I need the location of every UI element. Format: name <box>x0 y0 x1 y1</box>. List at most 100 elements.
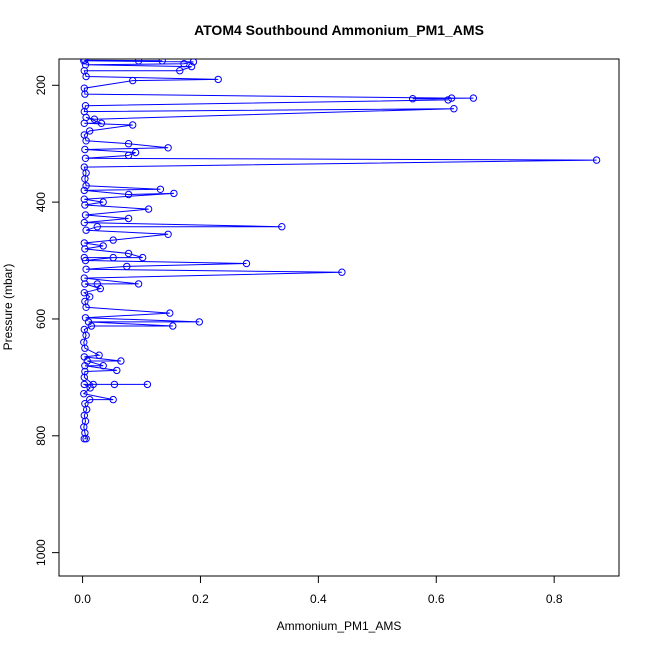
data-point <box>80 59 88 65</box>
data-point <box>124 190 133 199</box>
data-point <box>80 131 89 139</box>
data-point <box>110 380 119 389</box>
data-point <box>164 144 172 152</box>
data-point <box>81 59 89 64</box>
data-point <box>80 380 89 389</box>
data-point <box>81 145 89 154</box>
data-point <box>242 259 251 268</box>
data-point <box>80 353 89 361</box>
y-axis: 200 400 600 800 1000 <box>34 75 59 566</box>
data-point <box>134 280 143 288</box>
data-point <box>170 189 178 198</box>
y-tick-label: 200 <box>34 75 48 95</box>
data-point <box>189 59 198 66</box>
data-point <box>80 218 89 227</box>
data-point <box>80 239 89 247</box>
data-point <box>444 96 452 104</box>
data-point <box>187 62 196 71</box>
data-point <box>129 121 137 129</box>
data-point <box>81 61 90 69</box>
data-point <box>81 102 90 110</box>
data-point <box>131 148 140 157</box>
x-tick-label: 0.2 <box>192 592 209 606</box>
data-point <box>156 185 165 194</box>
data-point <box>166 309 174 317</box>
data-point <box>99 362 107 370</box>
data-point <box>80 195 89 203</box>
data-point <box>139 253 147 262</box>
plot-frame <box>58 58 620 577</box>
data-point <box>80 186 89 195</box>
y-tick-label: 1000 <box>34 539 48 566</box>
data-point <box>123 262 131 271</box>
data-point <box>80 390 88 398</box>
data-point <box>82 226 90 234</box>
data-point <box>109 236 117 244</box>
plot-area <box>80 59 601 443</box>
data-point <box>113 366 121 375</box>
chart-title: ATOM4 Southbound Ammonium_PM1_AMS <box>194 22 484 38</box>
data-point <box>86 293 94 301</box>
data-point <box>109 395 117 404</box>
data-point <box>129 76 137 85</box>
data-point <box>109 253 117 262</box>
x-tick-label: 0.0 <box>74 592 91 606</box>
data-point <box>124 214 133 223</box>
data-point <box>82 182 90 190</box>
data-point <box>164 230 172 239</box>
data-point <box>80 338 88 346</box>
data-point <box>81 400 89 408</box>
x-tick-label: 0.6 <box>428 592 445 606</box>
data-point <box>195 318 204 326</box>
data-point <box>592 156 601 164</box>
data-point <box>447 94 456 102</box>
data-point <box>158 59 166 65</box>
data-point <box>80 84 89 92</box>
data-point <box>143 380 152 389</box>
data-point <box>90 115 99 123</box>
data-point <box>278 223 286 231</box>
y-tick-label: 600 <box>34 309 48 329</box>
data-point <box>81 297 89 306</box>
data-point <box>124 140 133 148</box>
data-point <box>86 395 94 404</box>
data-point <box>469 94 478 102</box>
series-line <box>82 59 597 440</box>
x-tick-label: 0.4 <box>310 592 327 606</box>
y-tick-label: 800 <box>34 425 48 445</box>
x-axis-label: Ammonium_PM1_AMS <box>277 619 402 633</box>
x-axis: 0.0 0.2 0.4 0.6 0.8 <box>74 576 563 606</box>
data-point <box>81 211 90 219</box>
data-point <box>117 357 125 365</box>
data-point <box>450 105 458 113</box>
data-point <box>81 154 90 163</box>
data-point <box>169 322 177 330</box>
data-point <box>338 268 346 276</box>
data-point <box>81 201 89 209</box>
data-point <box>81 280 89 288</box>
data-point <box>86 127 94 135</box>
data-point <box>93 280 102 288</box>
data-point <box>82 265 90 273</box>
data-point <box>409 95 417 103</box>
data-point <box>124 151 133 160</box>
data-point <box>80 163 89 171</box>
data-point <box>81 367 89 376</box>
y-axis-label: Pressure (mbar) <box>1 264 15 351</box>
data-point <box>95 351 103 359</box>
data-point <box>81 314 90 322</box>
data-point <box>124 249 133 258</box>
data-point <box>80 253 89 262</box>
x-tick-label: 0.8 <box>546 592 563 606</box>
data-point <box>99 198 107 206</box>
data-point <box>180 60 188 68</box>
data-point <box>134 59 143 65</box>
data-point <box>144 205 153 213</box>
data-point <box>214 75 222 84</box>
data-point <box>99 242 107 250</box>
data-point <box>93 223 102 231</box>
data-point <box>89 380 97 389</box>
data-point <box>176 67 184 75</box>
